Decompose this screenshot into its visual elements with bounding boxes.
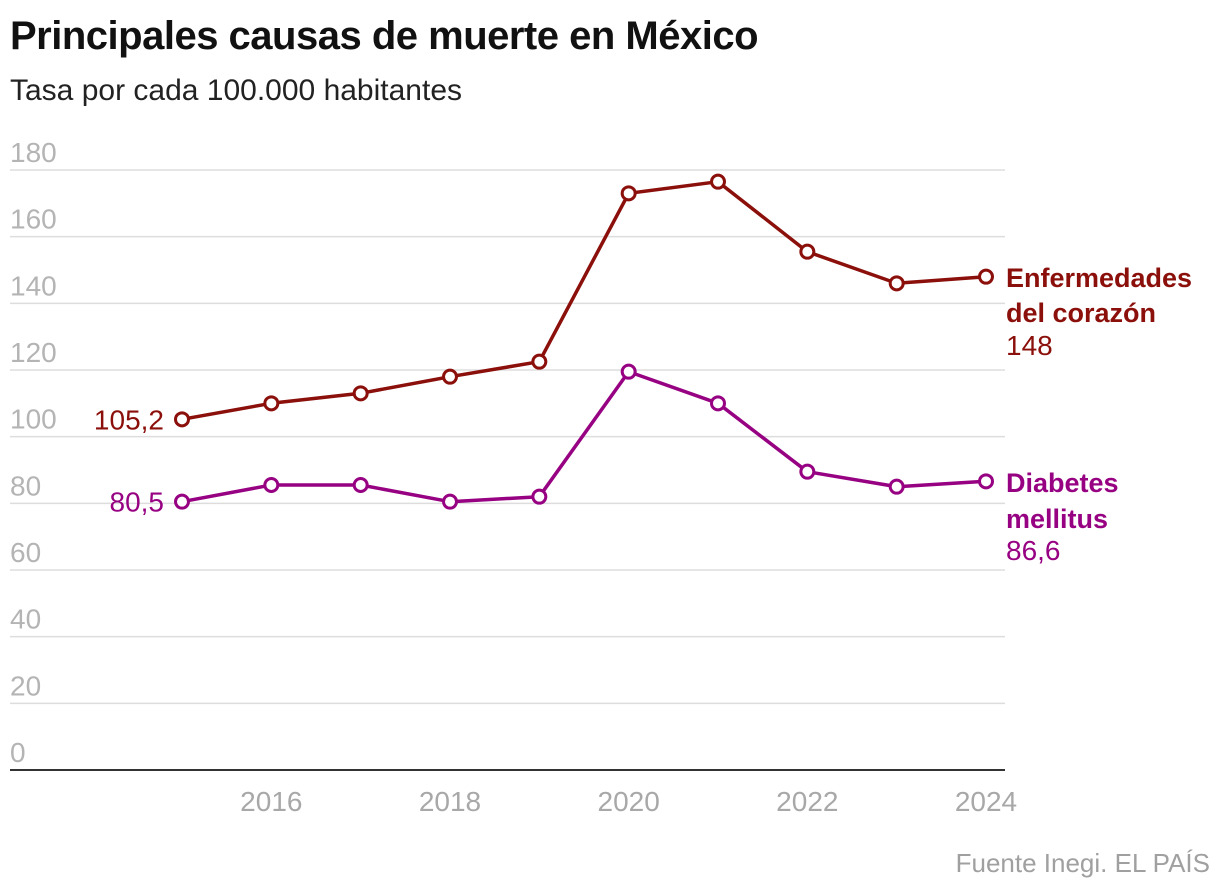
y-tick-label: 180 bbox=[10, 137, 57, 168]
y-tick-label: 20 bbox=[10, 670, 41, 701]
end-value-label: 86,6 bbox=[1006, 535, 1061, 566]
y-tick-label: 80 bbox=[10, 470, 41, 501]
data-point bbox=[978, 473, 994, 490]
data-point bbox=[531, 353, 548, 370]
y-tick-label: 160 bbox=[10, 204, 57, 235]
data-point bbox=[263, 395, 280, 412]
x-tick-label: 2020 bbox=[598, 786, 660, 817]
data-point bbox=[174, 411, 190, 428]
series-name-label: Diabetes bbox=[1006, 468, 1119, 498]
data-point bbox=[442, 493, 458, 510]
data-point bbox=[978, 268, 994, 285]
data-point bbox=[620, 185, 637, 202]
data-point bbox=[174, 493, 190, 510]
series-line-1 bbox=[180, 179, 988, 422]
x-tick-label: 2016 bbox=[240, 786, 302, 817]
source-note: Fuente Inegi. EL PAÍS bbox=[955, 848, 1210, 878]
end-value-label: 148 bbox=[1006, 330, 1053, 361]
x-tick-label: 2022 bbox=[776, 786, 838, 817]
series-line-2 bbox=[180, 369, 988, 504]
data-point bbox=[531, 488, 548, 505]
y-tick-label: 40 bbox=[10, 604, 41, 635]
series-layer bbox=[174, 173, 994, 510]
grid-layer bbox=[10, 169, 1005, 771]
y-tick-label: 120 bbox=[10, 337, 57, 368]
start-value-label: 80,5 bbox=[110, 487, 165, 518]
data-point bbox=[710, 173, 726, 190]
data-point bbox=[620, 363, 637, 380]
x-tick-label: 2024 bbox=[955, 786, 1017, 817]
x-tick-label: 2018 bbox=[419, 786, 481, 817]
data-point bbox=[888, 478, 905, 495]
data-point bbox=[888, 275, 905, 292]
data-point bbox=[352, 477, 369, 493]
chart-title: Principales causas de muerte en México bbox=[10, 14, 759, 58]
start-value-label: 105,2 bbox=[94, 404, 164, 435]
y-tick-label: 60 bbox=[10, 537, 41, 568]
data-point bbox=[710, 395, 726, 412]
series-name-label: del corazón bbox=[1006, 298, 1156, 328]
y-tick-label: 100 bbox=[10, 404, 57, 435]
series-name-label: mellitus bbox=[1006, 504, 1108, 534]
y-tick-label: 140 bbox=[10, 270, 57, 301]
data-point bbox=[799, 243, 816, 260]
data-point bbox=[352, 385, 369, 402]
label-layer: 0 20 40 60 80 100 120 140 160 180 2016 2018 2020 2022… bbox=[10, 137, 1192, 817]
data-point bbox=[442, 368, 458, 385]
y-tick-label: 0 bbox=[10, 737, 26, 768]
chart-subtitle: Tasa por cada 100.000 habitantes bbox=[10, 74, 463, 107]
data-point bbox=[799, 463, 816, 480]
series-name-label: Enfermedades bbox=[1006, 263, 1192, 293]
data-point bbox=[263, 477, 280, 493]
